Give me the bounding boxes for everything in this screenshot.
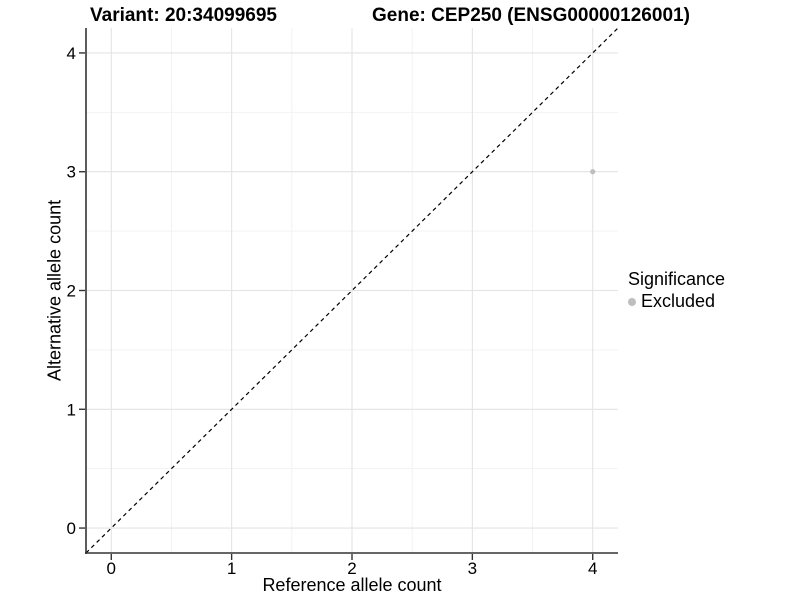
y-tick-label: 0: [67, 519, 76, 538]
x-axis-title: Reference allele count: [262, 575, 442, 595]
legend-entry-label: Excluded: [641, 291, 716, 311]
plot-title-variant: Variant: 20:34099695: [90, 5, 277, 26]
y-tick-label: 3: [67, 163, 76, 182]
excluded-point-icon: [628, 297, 636, 306]
y-axis-title: Alternative allele count: [44, 199, 65, 382]
plot-title-gene: Gene: CEP250 (ENSG00000126001): [372, 5, 690, 26]
x-tick-label: 0: [107, 559, 116, 578]
data-point: [590, 169, 596, 175]
x-tick-label: 3: [468, 559, 477, 578]
x-tick-label: 1: [227, 559, 236, 578]
identity-line: [85, 27, 619, 554]
y-tick-label: 2: [67, 282, 76, 301]
legend-entry-excluded: Excluded: [628, 291, 725, 312]
legend: Significance Excluded: [628, 269, 725, 312]
x-tick-label: 4: [588, 559, 597, 578]
y-tick-label: 1: [67, 400, 76, 419]
y-tick-label: 4: [67, 44, 76, 63]
x-tick-label: 2: [347, 559, 356, 578]
legend-title: Significance: [628, 269, 726, 289]
